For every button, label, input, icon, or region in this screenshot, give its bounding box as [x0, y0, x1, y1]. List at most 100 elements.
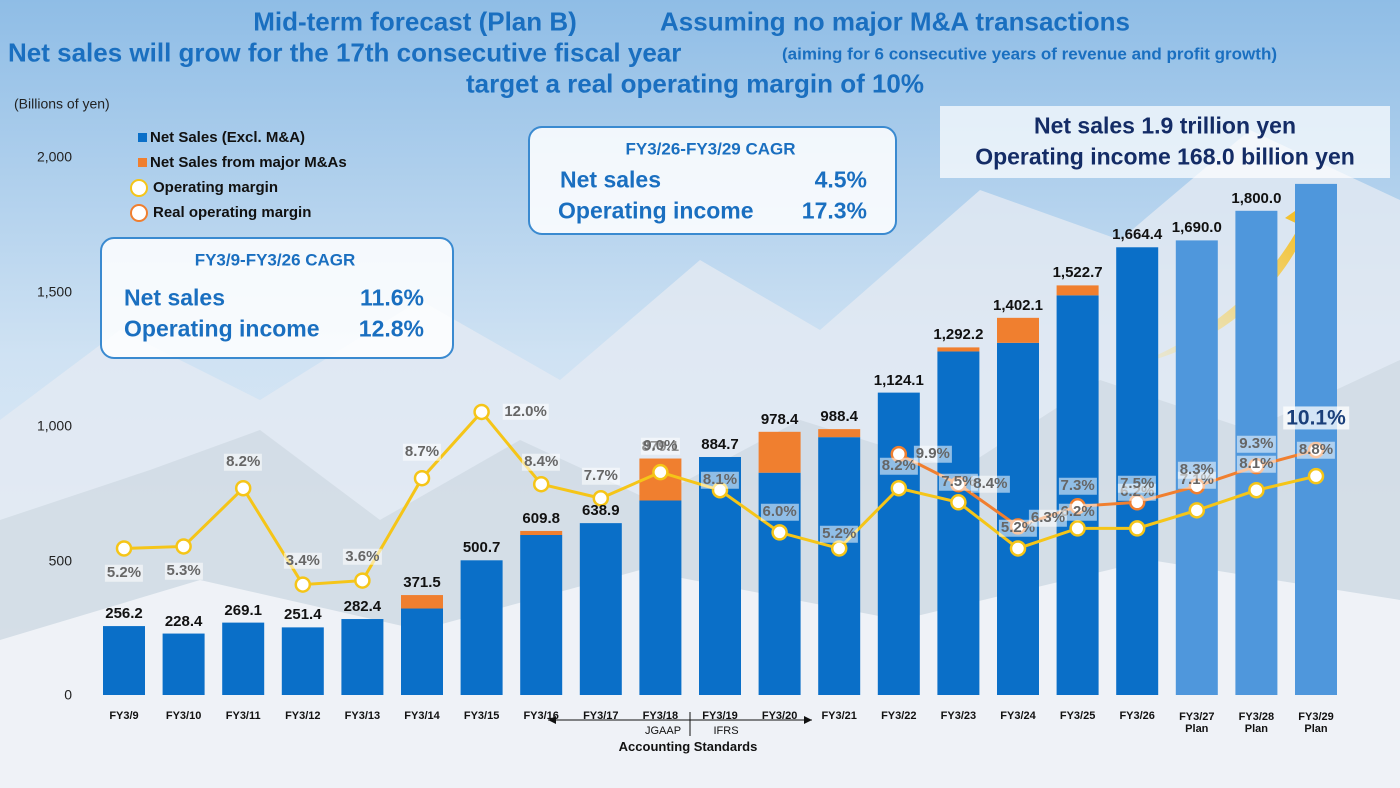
target-text: Net sales 1.9 trillion yen: [1033, 112, 1297, 139]
point: [950, 494, 967, 511]
x-tick-label: FY3/28 Plan: [1238, 710, 1275, 735]
data-label: 5.3%: [164, 562, 203, 580]
legend-label: Real operating margin: [153, 203, 312, 221]
x-tick-label: FY3/9: [109, 709, 139, 722]
x-tick-label: FY3/15: [463, 709, 500, 722]
point: [234, 479, 252, 497]
bar: [937, 351, 980, 695]
data-label: 638.9: [582, 501, 620, 519]
bar: [460, 560, 503, 695]
data-label: 6.3%: [1028, 509, 1068, 527]
x-tick-label: FY3/12: [285, 709, 321, 722]
box-value: 4.5%: [814, 166, 867, 193]
arrow-head: [548, 716, 556, 724]
bar: [222, 622, 265, 695]
accounting-label: IFRS: [713, 724, 739, 737]
axis-label: (Billions of yen): [14, 95, 110, 112]
data-label: 5.2%: [820, 525, 859, 543]
data-label: 8.2%: [879, 456, 918, 475]
data-label: 6.0%: [760, 503, 799, 521]
bar: [818, 437, 861, 695]
data-label: 5.2%: [104, 564, 144, 582]
arrow-head: [804, 716, 812, 724]
data-label: 9.0%: [641, 436, 680, 455]
data-label: 1,690.0: [1171, 219, 1222, 237]
y-tick-label: 1,000: [36, 417, 72, 434]
bar: [162, 633, 205, 695]
data-label: 282.4: [343, 597, 382, 615]
x-tick-label: FY3/18: [642, 709, 679, 722]
bar-segment: [937, 347, 980, 352]
x-tick-label: FY3/23: [940, 709, 977, 722]
point: [1188, 502, 1206, 519]
x-tick-label: FY3/29 Plan: [1298, 710, 1334, 735]
data-label: 978.4: [760, 410, 799, 428]
point: [115, 540, 133, 557]
legend-swatch: [130, 179, 148, 197]
data-label: 988.4: [820, 407, 858, 425]
legend-swatch: [130, 204, 148, 222]
point: [830, 540, 848, 557]
box-label: Operating income: [558, 197, 754, 224]
x-tick-label: FY3/26: [1119, 709, 1155, 722]
title: Mid-term forecast (Plan B): [253, 6, 577, 37]
data-label: 7.3%: [1058, 477, 1097, 495]
bar: [877, 392, 920, 695]
point: [175, 538, 192, 555]
accounting-label: JGAAP: [644, 724, 682, 737]
data-label: 8.3%: [1177, 460, 1216, 479]
x-tick-label: FY3/14: [404, 709, 440, 722]
bar: [1235, 210, 1278, 696]
title: Assuming no major M&A transactions: [660, 6, 1130, 37]
bar: [1295, 183, 1337, 695]
subtitle: target a real operating margin of 10%: [465, 68, 925, 99]
data-label: 371.5: [403, 573, 441, 591]
legend-swatch: [138, 133, 147, 142]
y-tick-label: 500: [48, 551, 72, 568]
bar: [281, 627, 324, 695]
data-label: 3.4%: [283, 551, 322, 569]
bar: [520, 534, 563, 695]
data-label: 1,664.4: [1112, 226, 1163, 244]
bar: [579, 523, 622, 695]
data-label: 9.9%: [913, 444, 952, 463]
box-value: 12.8%: [358, 315, 424, 342]
point: [473, 403, 490, 421]
point: [890, 479, 908, 497]
box-title: FY3/9-FY3/26 CAGR: [194, 250, 356, 270]
point: [592, 490, 610, 507]
data-label: 7.5%: [1118, 475, 1157, 493]
data-label: 7.7%: [581, 467, 620, 485]
y-tick-label: 1,500: [36, 282, 72, 299]
subtitle: Net sales will grow for the 17th consecu…: [8, 37, 682, 68]
data-label: 884.7: [701, 435, 739, 453]
data-label: 9.3%: [1237, 434, 1276, 453]
point: [1069, 520, 1086, 537]
x-tick-label: FY3/24: [1000, 709, 1036, 722]
x-tick-label: FY3/19: [702, 709, 738, 722]
bar: [341, 619, 384, 695]
point: [1248, 481, 1265, 499]
bar: [639, 500, 682, 695]
bar: [401, 608, 443, 695]
x-tick-label: FY3/10: [165, 709, 202, 722]
y-tick-label: 0: [64, 686, 72, 703]
legend-label: Operating margin: [153, 178, 279, 196]
point: [1009, 540, 1027, 557]
x-tick-label: FY3/25: [1059, 709, 1096, 722]
box-label: Net sales: [124, 284, 226, 311]
data-label: 8.8%: [1296, 440, 1336, 459]
target-box: [940, 106, 1390, 178]
bar-segment: [1056, 285, 1099, 296]
subtitle-note: (aiming for 6 consecutive years of reven…: [782, 44, 1277, 64]
point: [413, 469, 431, 487]
data-label: 1,402.1: [992, 296, 1044, 314]
data-label: 1,800.0: [1231, 189, 1282, 207]
x-tick-label: FY3/21: [821, 709, 857, 722]
data-label: 609.8: [522, 509, 560, 527]
point: [1307, 467, 1325, 485]
data-label: 256.2: [105, 604, 143, 622]
x-tick-label: FY3/16: [523, 709, 559, 722]
x-tick-label: FY3/13: [344, 709, 381, 722]
data-label: 1,124.1: [873, 371, 924, 389]
